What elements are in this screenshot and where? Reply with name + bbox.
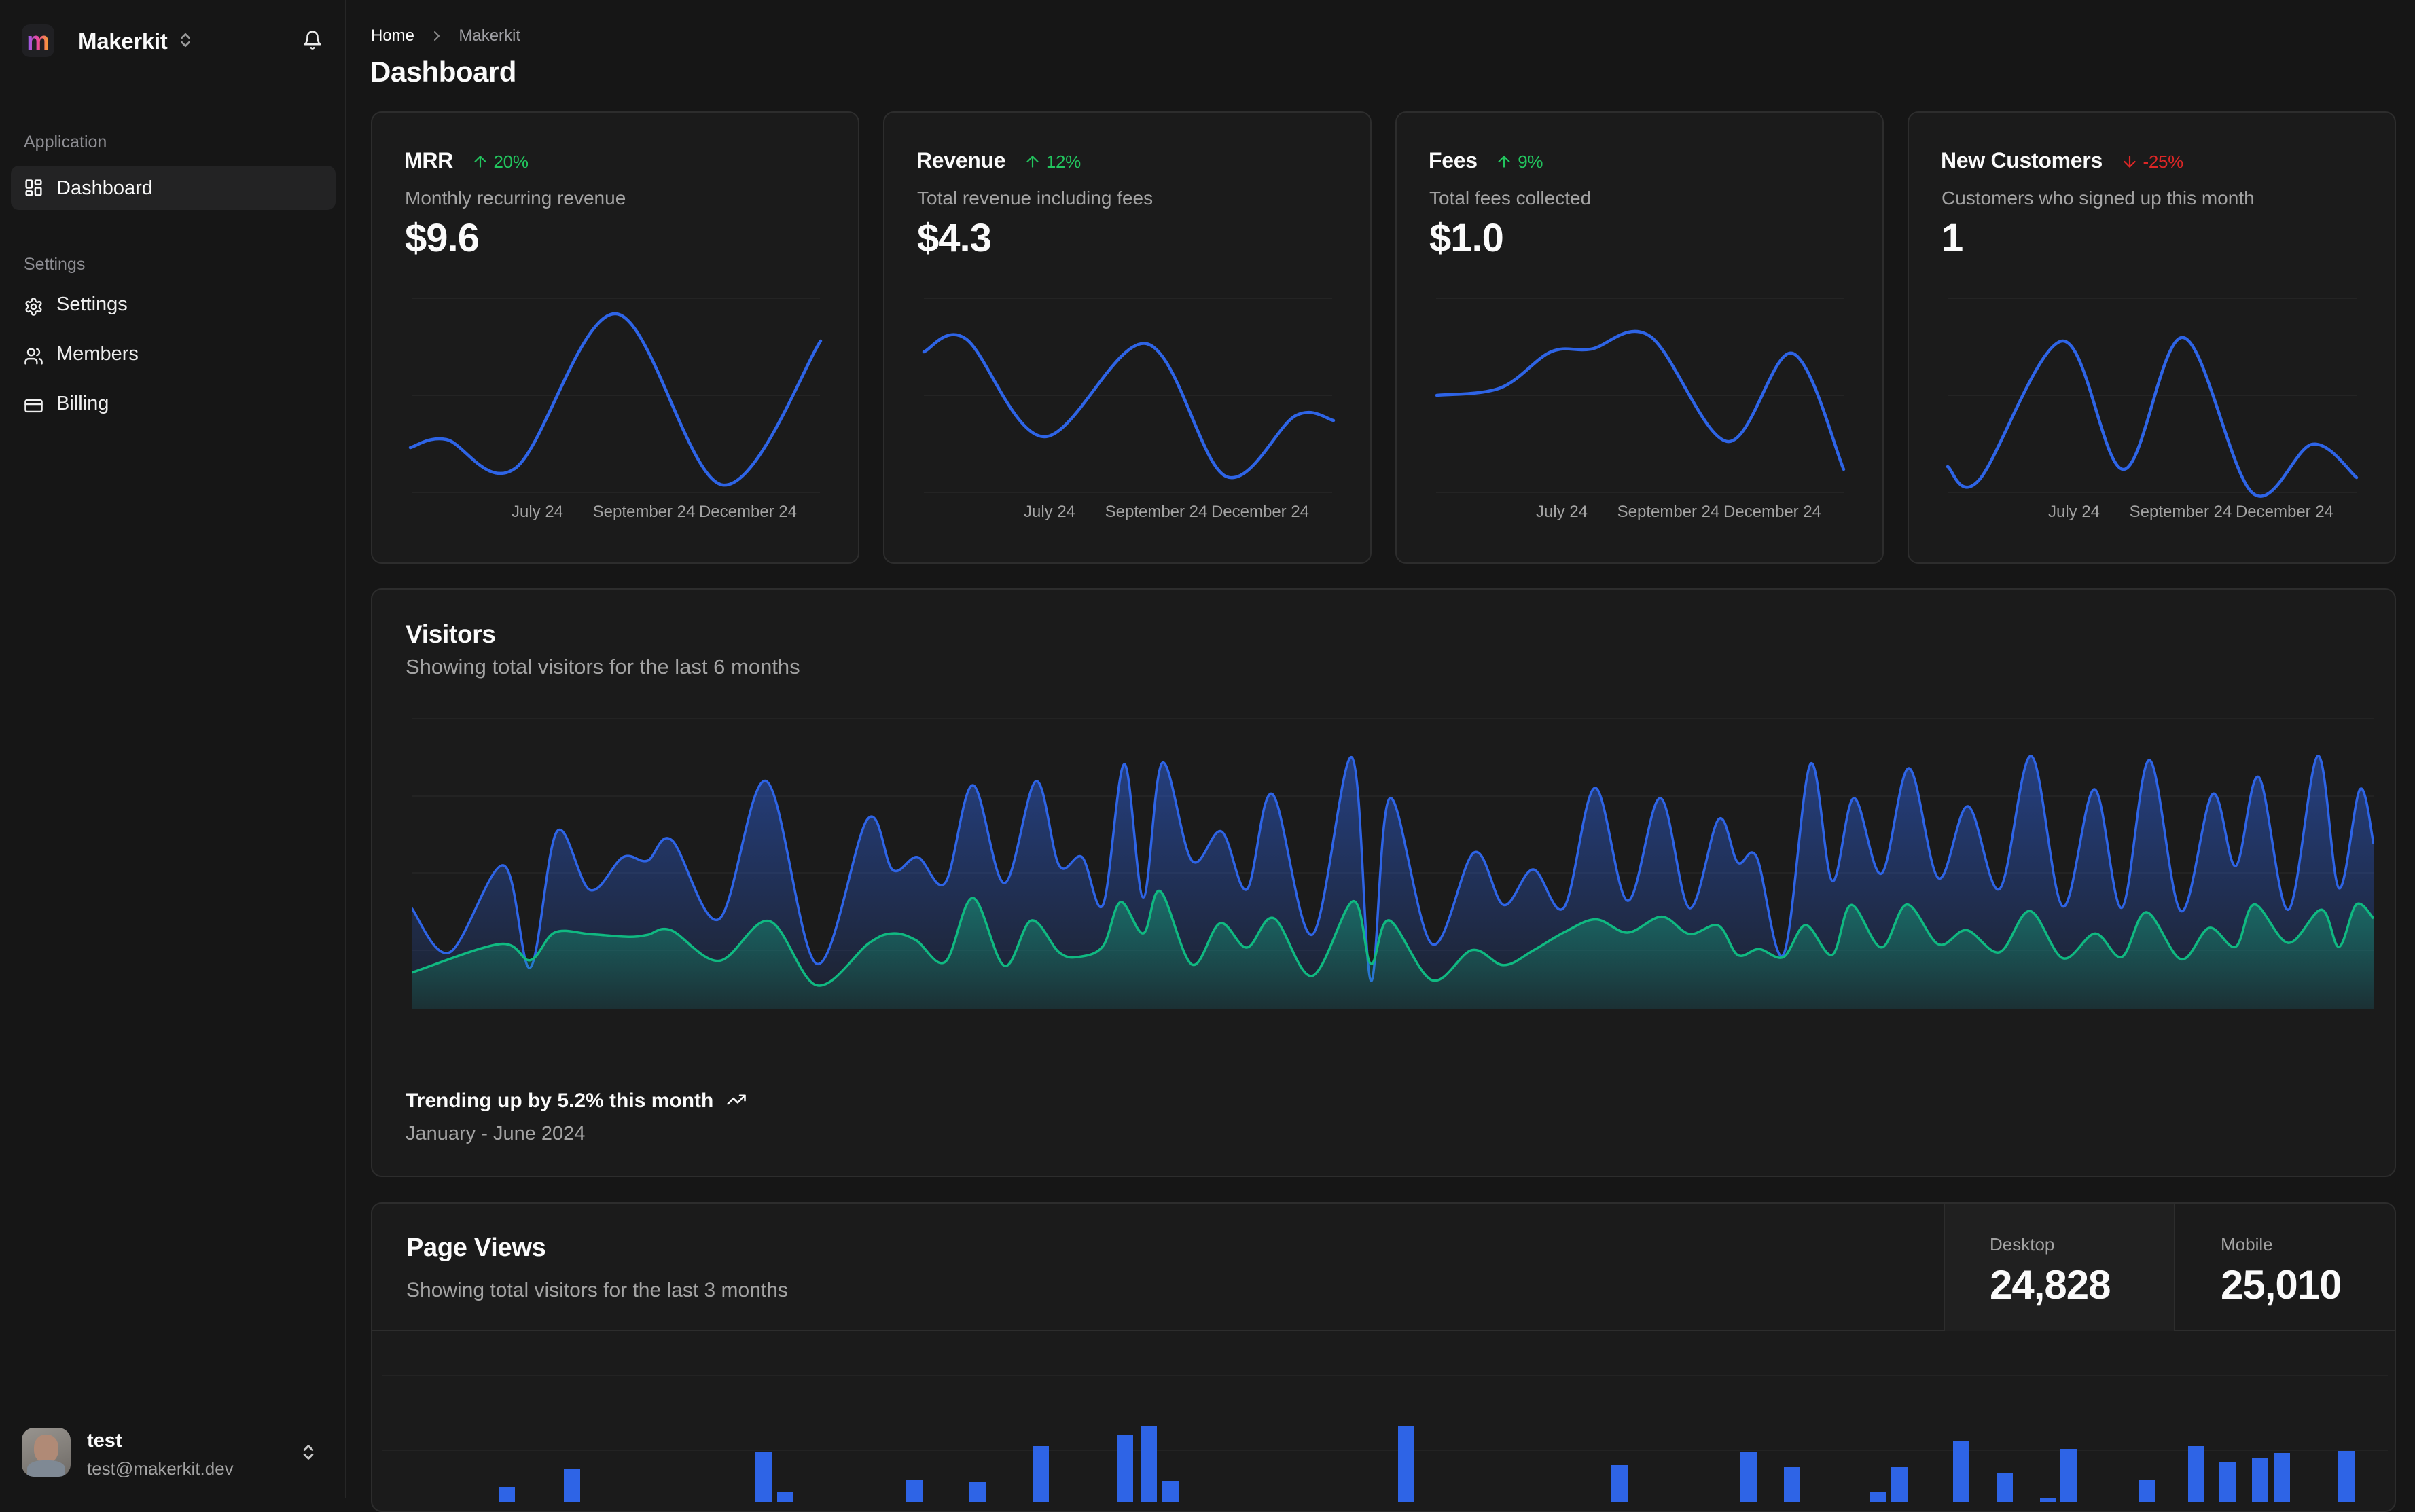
svg-text:m: m	[26, 27, 50, 56]
